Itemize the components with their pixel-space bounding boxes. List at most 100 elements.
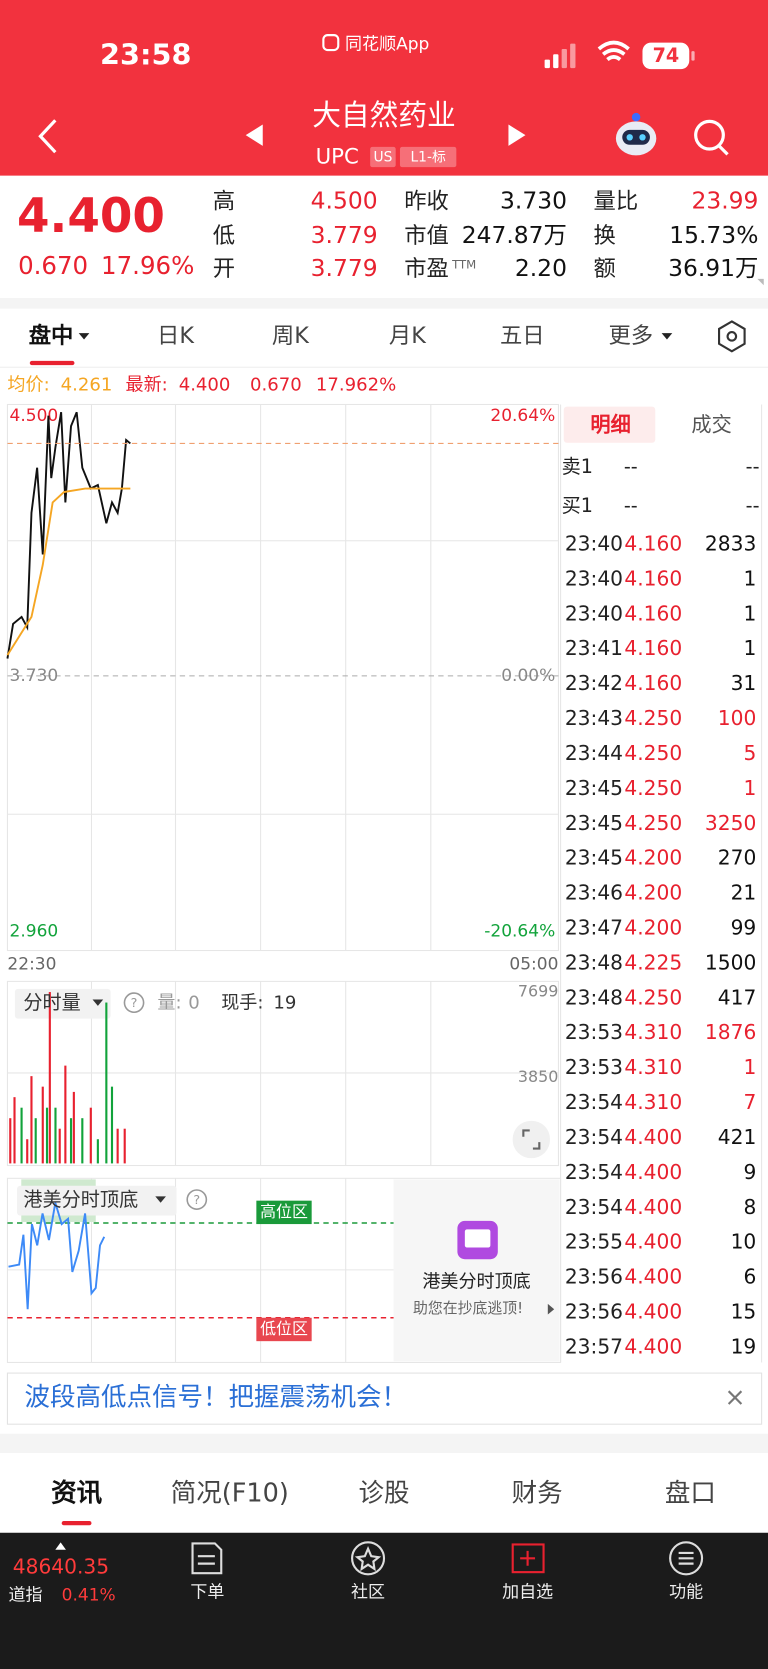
high-zone-label: 高位区: [260, 1202, 308, 1221]
stat-value: 3.779: [311, 221, 378, 249]
action-label[interactable]: 加自选: [502, 1582, 553, 1602]
trade-time: 23:48: [565, 985, 623, 1009]
volume-bar: [45, 1107, 49, 1164]
app-icon: [322, 34, 340, 52]
content-tab[interactable]: 诊股: [358, 1478, 409, 1508]
robot-icon[interactable]: [615, 112, 657, 156]
stat-label-sup: TTM: [451, 258, 476, 272]
trade-volume: 1: [743, 776, 756, 800]
trade-time: 23:54: [565, 1090, 623, 1114]
trade-volume: 10: [731, 1230, 757, 1254]
stat-value: 36.91万: [668, 254, 758, 282]
hand-label: 现手:: [221, 993, 263, 1014]
back-button[interactable]: [38, 119, 57, 154]
trade-volume: 21: [731, 881, 757, 905]
volume-bar: [89, 1107, 92, 1164]
tab[interactable]: 月K: [389, 323, 427, 349]
trade-time: 23:56: [565, 1265, 623, 1289]
trade-volume: 6: [743, 1265, 756, 1289]
volume-bar: [9, 1118, 12, 1164]
indicator-line: [8, 1202, 106, 1310]
status-time: 23:58: [100, 37, 191, 71]
stat-value: 2.20: [515, 254, 567, 282]
volume-frame: [6, 980, 559, 1167]
content-tab[interactable]: 资讯: [51, 1478, 102, 1508]
promo-card[interactable]: [393, 1179, 560, 1362]
volume-bar: [41, 1086, 44, 1164]
promo-title: 港美分时顶底: [422, 1272, 530, 1293]
volume-bar: [105, 1002, 108, 1164]
content-tab[interactable]: 财务: [512, 1478, 563, 1508]
tab[interactable]: 盘中: [29, 322, 74, 349]
help-icon[interactable]: [186, 1189, 208, 1210]
banner[interactable]: [6, 1372, 763, 1425]
low-zone-badge: [256, 1317, 312, 1342]
badge: US: [373, 150, 392, 166]
trade-time: 23:54: [565, 1160, 623, 1184]
divider: [0, 298, 768, 309]
action-label[interactable]: 功能: [669, 1582, 703, 1602]
trade-volume: 2833: [705, 531, 756, 555]
trade-volume: 5: [743, 741, 756, 765]
action-label[interactable]: 下单: [190, 1582, 224, 1602]
pct-tick-label: -20.64%: [484, 921, 555, 941]
help-mark: ?: [193, 1193, 200, 1208]
action-label[interactable]: 社区: [351, 1582, 385, 1602]
trade-volume: 31: [731, 671, 757, 695]
trades-tab[interactable]: 明细: [590, 412, 630, 436]
trade-time: 23:57: [565, 1334, 623, 1358]
trade-volume: 270: [718, 846, 757, 870]
expand-button[interactable]: [512, 1120, 550, 1159]
content-tab[interactable]: 盘口: [665, 1478, 716, 1508]
tab[interactable]: 五日: [500, 323, 545, 349]
trade-volume: 1: [743, 636, 756, 660]
stat-label: 昨收: [404, 189, 449, 215]
promo-text: 助您在抄底逃顶!: [413, 1299, 523, 1317]
trade-volume: 100: [718, 706, 757, 730]
next-stock[interactable]: [508, 124, 526, 146]
volume-bar: [20, 1107, 23, 1164]
settings-button[interactable]: [718, 320, 746, 353]
help-icon[interactable]: [123, 992, 145, 1014]
trade-time: 23:42: [565, 671, 623, 695]
content-tab[interactable]: 简况(F10): [171, 1478, 289, 1508]
avg-value: 4.261: [61, 374, 113, 395]
hand-value: 19: [273, 993, 296, 1014]
trade-volume: 417: [718, 985, 757, 1009]
trade-time: 23:56: [565, 1300, 623, 1324]
high-zone-badge: [256, 1200, 312, 1225]
y-tick-label: 3.730: [10, 666, 59, 686]
tab[interactable]: 更多: [608, 323, 653, 349]
volume-label: 量:: [157, 993, 181, 1014]
trade-price: 4.160: [624, 671, 682, 695]
trade-time: 23:45: [565, 846, 623, 870]
corner-mark: [757, 278, 764, 286]
trade-price: 4.250: [624, 741, 682, 765]
dropdown-arrow: [661, 333, 673, 340]
volume-tick-label: 3850: [518, 1067, 559, 1086]
volume-bar: [64, 1065, 67, 1164]
volume-bar: [48, 992, 51, 1164]
pct-tick-label: 0.00%: [501, 666, 555, 686]
add-watch-icon: [511, 1543, 545, 1574]
close-button[interactable]: [727, 1390, 743, 1405]
tab[interactable]: 周K: [272, 323, 310, 349]
volume-bar: [26, 1139, 29, 1164]
x-tick-label: 22:30: [7, 954, 56, 974]
chart-frame: [6, 403, 559, 952]
price-change: 0.670: [18, 251, 88, 280]
trade-price: 4.400: [624, 1265, 682, 1289]
tab[interactable]: 日K: [157, 323, 195, 349]
trades-tab[interactable]: 成交: [691, 412, 731, 436]
search-button[interactable]: [694, 119, 729, 156]
trade-volume: 3250: [705, 811, 756, 835]
stat-label: 市值: [404, 223, 449, 249]
trade-time: 23:54: [565, 1195, 623, 1219]
dropdown-arrow: [92, 999, 104, 1006]
trade-time: 23:40: [565, 566, 623, 590]
expand-icon: [522, 1129, 541, 1150]
prev-stock[interactable]: [245, 124, 263, 146]
trade-price: 4.310: [624, 1020, 682, 1044]
banner-text[interactable]: 波段高低点信号！把握震荡机会！: [24, 1383, 407, 1413]
volume-selector[interactable]: [14, 988, 111, 1019]
